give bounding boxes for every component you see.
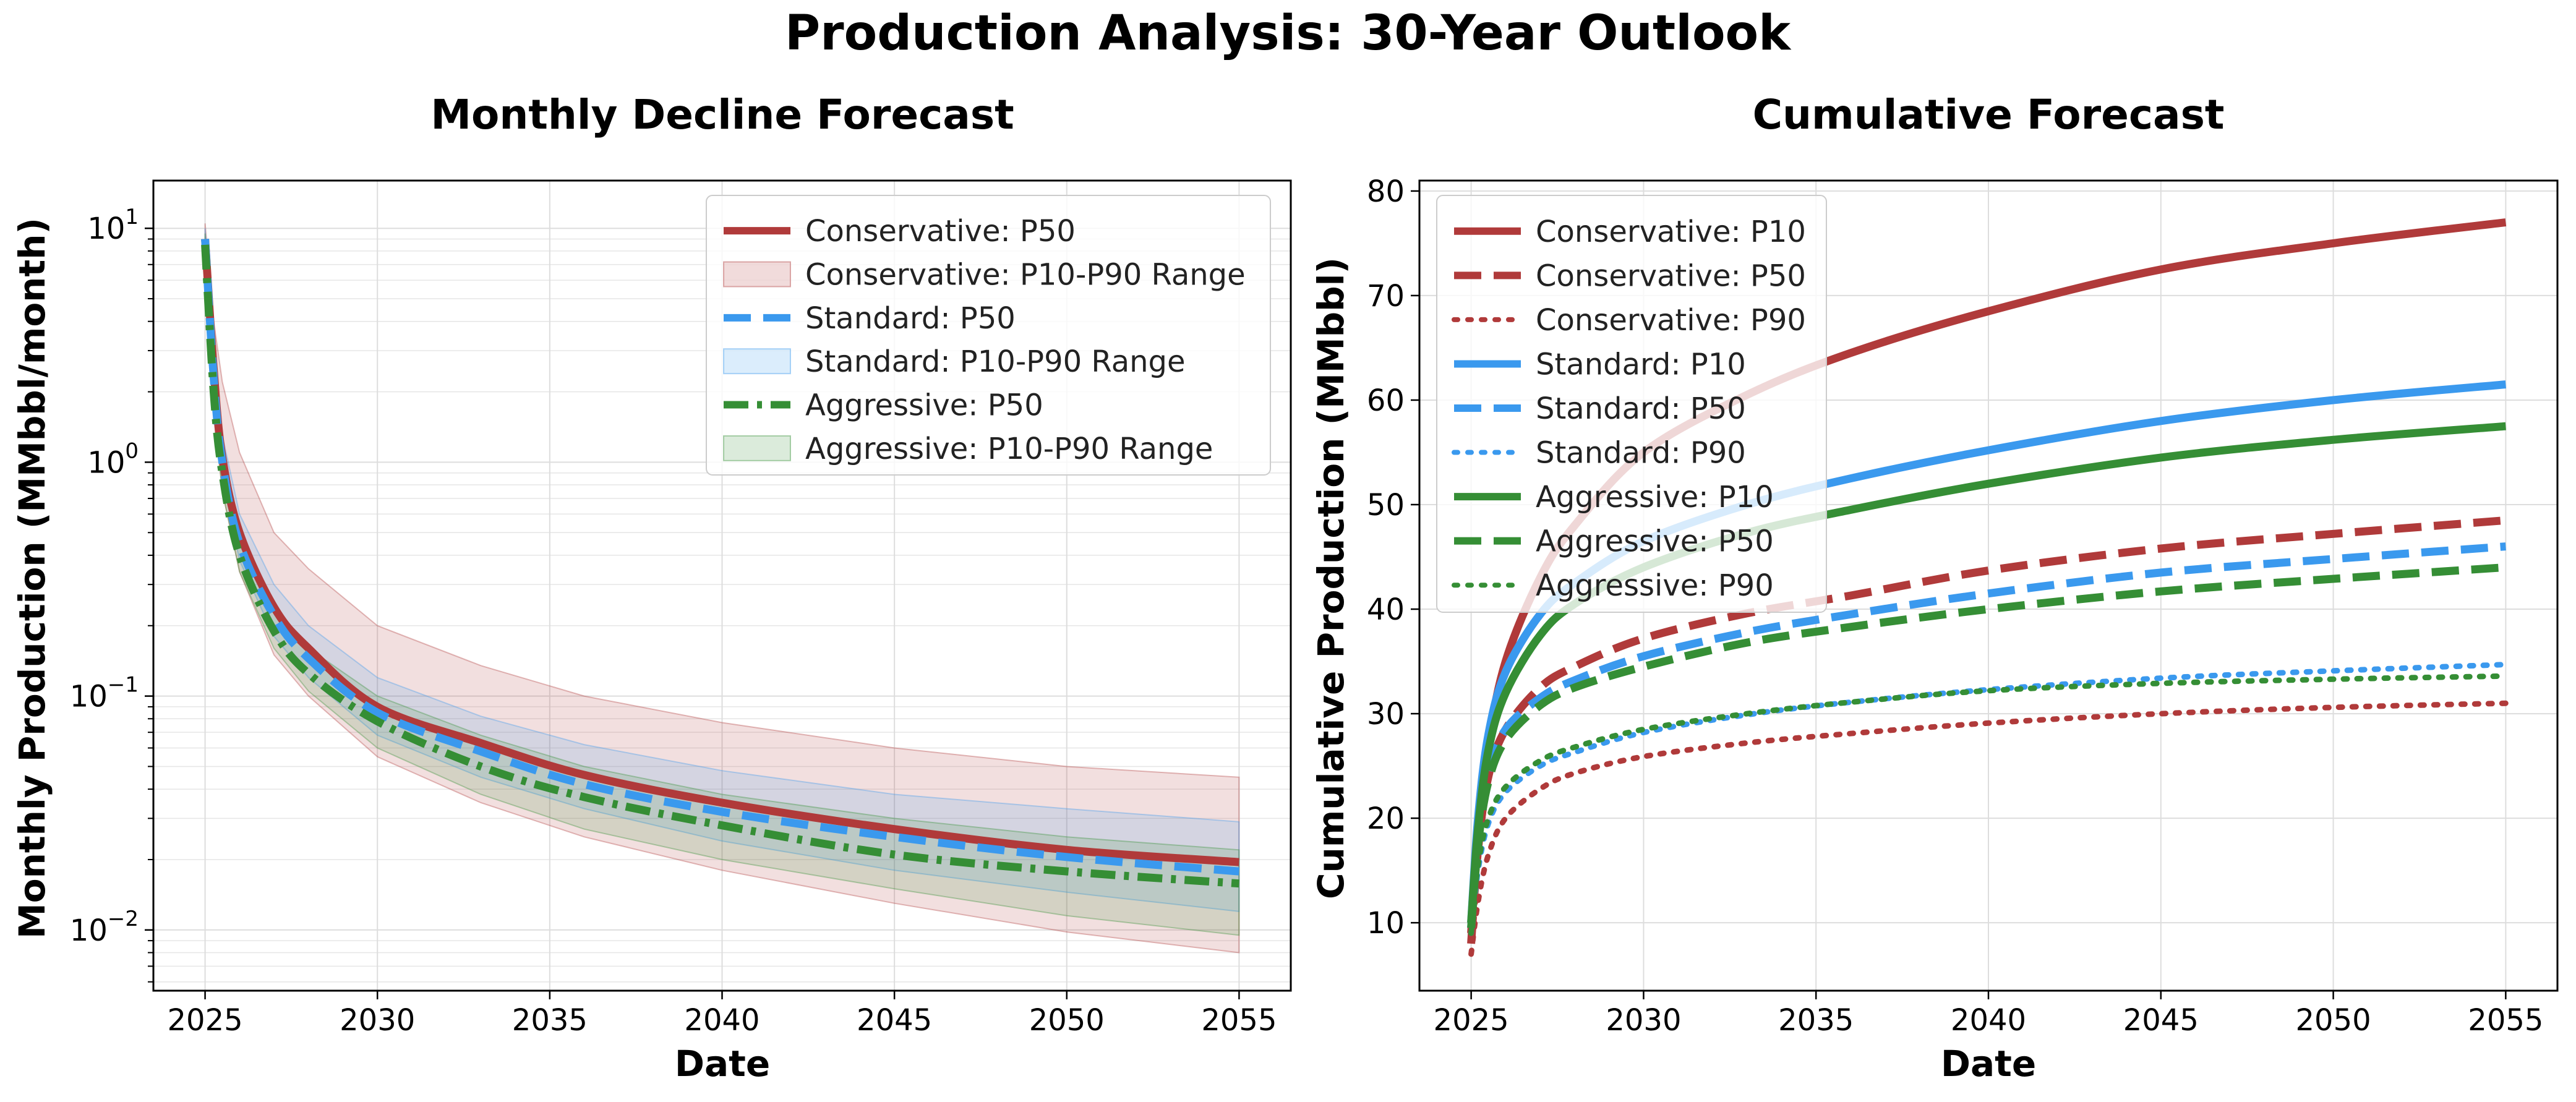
legend: Conservative: P50 Conservative: P10-P90 R…	[706, 195, 1271, 476]
legend-item: Standard: P10	[1454, 347, 1746, 382]
legend-label: Standard: P10	[1536, 347, 1746, 382]
legend-label: Aggressive: P10	[1536, 480, 1774, 515]
series-line-aggressive-dashdot	[201, 244, 1239, 888]
y-tick-label: 40	[1367, 592, 1405, 627]
legend-swatch	[723, 261, 791, 288]
series-line-standard-dotted	[1468, 662, 2509, 936]
legend-label: Conservative: P50	[1536, 258, 1806, 293]
legend-item: Aggressive: P50	[724, 388, 1043, 423]
x-tick-label: 2025	[1434, 1003, 1509, 1038]
x-tick-label: 2055	[2468, 1003, 2543, 1038]
panel-title-monthly: Monthly Decline Forecast	[430, 91, 1014, 139]
cumulative-panel: Cumulative Forecast Date Cumulative Prod…	[1310, 91, 2559, 1085]
x-axis-label-cumulative: Date	[1941, 1043, 2036, 1085]
legend-label: Standard: P90	[1536, 436, 1746, 471]
y-axis-label-cumulative: Cumulative Production (MMbbl)	[1310, 257, 1352, 899]
series-line-standard-dashed	[201, 239, 1239, 876]
legend-label: Standard: P10-P90 Range	[805, 344, 1186, 379]
legend-item: Conservative: P50	[1454, 258, 1806, 293]
plot-area	[1467, 218, 2509, 957]
series-line-aggressive-dashed	[1467, 563, 2506, 929]
legend-item: Aggressive: P50	[1454, 524, 1774, 559]
band-conservative	[204, 223, 1240, 954]
figure-title: Production Analysis: 30-Year Outlook	[785, 6, 1792, 61]
y-tick-label: 101	[87, 205, 139, 246]
legend-item: Conservative: P50	[724, 214, 1076, 249]
x-tick-label: 2025	[168, 1003, 243, 1038]
y-tick-label: 70	[1367, 279, 1405, 314]
legend-item: Aggressive: P90	[1452, 568, 1774, 603]
x-tick-label: 2045	[857, 1003, 932, 1038]
legend-label: Conservative: P50	[805, 214, 1076, 249]
axes-frame	[1418, 179, 2559, 992]
x-tick-label: 2035	[512, 1003, 588, 1038]
legend: Conservative: P10 Conservative: P50 Conser…	[1436, 195, 1827, 613]
axes: 2025 2030 2035 2040 2045 2050 2055102030405060…	[1367, 174, 2559, 1038]
axes: 2025 2030 2035 2040 2045 2050 2055 10−2 10−1 100 1…	[70, 179, 1292, 1038]
y-tick-label: 10−2	[70, 907, 139, 948]
legend-item: Conservative: P10-P90 Range	[723, 258, 1246, 293]
legend-item: Conservative: P90	[1452, 303, 1806, 338]
x-tick-label: 2050	[2295, 1003, 2371, 1038]
y-tick-label: 60	[1367, 383, 1405, 418]
legend-label: Standard: P50	[1536, 391, 1746, 426]
series-line-conservative-dotted	[1468, 700, 2509, 957]
plot-area	[201, 223, 1240, 954]
legend-label: Aggressive: P50	[805, 388, 1043, 423]
legend-label: Aggressive: P10-P90 Range	[805, 432, 1213, 466]
axes-frame	[152, 179, 1292, 992]
legend-label: Conservative: P10-P90 Range	[805, 258, 1246, 293]
legend-label: Aggressive: P90	[1536, 568, 1774, 603]
x-tick-label: 2055	[1201, 1003, 1277, 1038]
y-tick-label: 50	[1367, 488, 1405, 523]
legend-item: Conservative: P10	[1454, 215, 1806, 249]
x-tick-label: 2040	[1951, 1003, 2026, 1038]
legend-item: Standard: P50	[724, 301, 1016, 336]
y-tick-label: 20	[1367, 801, 1405, 836]
y-tick-label: 100	[87, 438, 139, 480]
legend-box	[706, 195, 1271, 476]
legend-item: Standard: P10-P90 Range	[723, 344, 1186, 379]
x-tick-label: 2030	[340, 1003, 415, 1038]
legend-item: Aggressive: P10-P90 Range	[723, 432, 1213, 466]
x-tick-label: 2035	[1778, 1003, 1854, 1038]
panel-title-cumulative: Cumulative Forecast	[1753, 91, 2225, 139]
y-tick-label: 30	[1367, 697, 1405, 732]
series-line-aggressive-dotted	[1468, 673, 2509, 936]
legend-item: Aggressive: P10	[1454, 480, 1774, 515]
legend-item: Standard: P90	[1452, 436, 1746, 471]
x-tick-label: 2050	[1029, 1003, 1105, 1038]
y-tick-label: 10−1	[70, 673, 139, 714]
x-tick-label: 2040	[684, 1003, 760, 1038]
legend-label: Conservative: P90	[1536, 303, 1806, 338]
legend-swatch	[723, 435, 791, 461]
x-axis-label-monthly: Date	[675, 1043, 770, 1085]
legend-item: Standard: P50	[1454, 391, 1746, 426]
y-axis-label-monthly: Monthly Production (MMbbl/month)	[11, 218, 53, 939]
y-tick-label: 80	[1367, 174, 1405, 209]
x-tick-label: 2045	[2123, 1003, 2199, 1038]
y-tick-label: 10	[1367, 906, 1405, 941]
x-tick-label: 2030	[1606, 1003, 1681, 1038]
legend-swatch	[723, 348, 791, 375]
legend-label: Standard: P50	[805, 301, 1016, 336]
legend-label: Conservative: P10	[1536, 215, 1806, 249]
legend-box	[1436, 195, 1827, 613]
legend-label: Aggressive: P50	[1536, 524, 1774, 559]
monthly-decline-panel: Monthly Decline Forecast Date Monthly Pr…	[11, 91, 1292, 1085]
